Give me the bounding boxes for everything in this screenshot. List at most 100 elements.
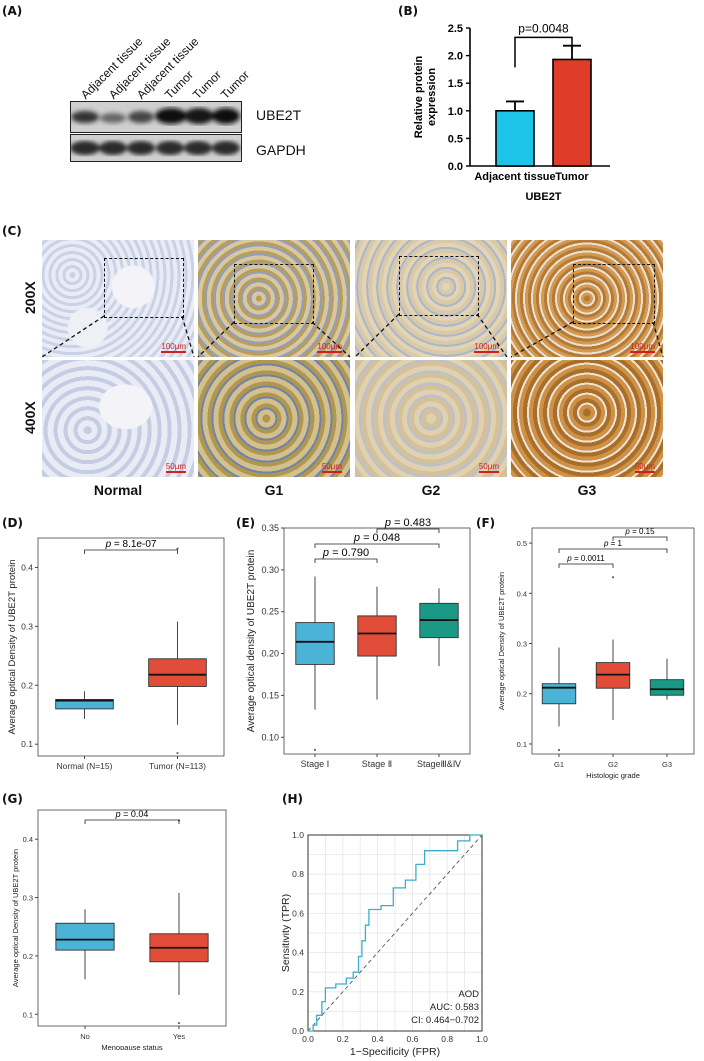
panel-label-f: (F) [476,516,496,530]
x-tick-label: StageⅢ&Ⅳ [417,759,462,769]
x-tick-label: 0.0 [302,1034,314,1044]
roc-curve [308,834,482,1032]
scale-bar: 100μm [161,342,186,353]
significance-bracket [514,36,573,68]
scale-bar: 50μm [634,462,656,473]
y-tick-label: 0.1 [23,1010,33,1019]
y-tick-label: 1.5 [448,78,463,90]
significance-bracket [314,558,378,563]
y-tick-label: 0.0 [448,161,463,173]
x-axis-title: 1−Specificity (FPR) [350,1046,440,1057]
significance-bracket [84,549,178,554]
y-tick-label: 0.6 [292,908,304,918]
y-tick-label: 0.2 [292,987,304,997]
outlier-point [611,576,615,579]
chart-d-box: 0.1 0.2 0.3 0.4 Normal (N=15) Tumor (N=113) p … [7,537,225,771]
ihc-g1-400x: 50μm [198,360,350,477]
zoom-lines [41,313,664,358]
p-value-label: p = 0.790 [322,547,369,559]
y-axis-title: Average optical density of UBE2T protein [246,550,257,733]
x-tick-label: Adjacent tissue [474,171,555,183]
p-value-label: p = 0.15 [624,527,655,536]
y-tick-label: 0.1 [21,739,33,749]
y-axis-title: Average optical Density of UBE2T protein [7,560,18,735]
y-tick-label: 0.5 [517,539,527,548]
col-label-normal: Normal [93,482,143,498]
outlier-point [176,751,179,755]
y-axis-title: Average optical Density of UBE2T protein [497,572,506,710]
y-tick-label: 0.30 [261,565,279,575]
box [55,698,114,710]
y-tick-label: 0.0 [292,1026,304,1036]
scale-bar: 100μm [474,342,499,353]
x-tick-label: Tumor [555,171,589,183]
x-tick-label: Yes [173,1032,185,1041]
scale-bar: 50μm [478,462,500,473]
y-tick-label: 0.10 [261,732,279,742]
col-label-g3: G3 [577,482,597,498]
x-tick-label: No [80,1032,90,1041]
outlier-point [176,547,179,550]
y-tick-label: 1.0 [448,106,463,118]
band-label-ube2t: UBE2T [256,107,302,123]
p-value-label: p = 0.04 [115,809,149,819]
p-value-label: p = 1 [603,539,623,548]
y-tick-label: 0.20 [261,649,279,659]
y-tick-label: 0.3 [23,894,33,903]
y-tick-label: 0.1 [517,740,527,749]
scale-bar: 50μm [321,462,343,473]
y-tick-label: 0.3 [517,640,527,649]
y-tick-label: 0.4 [23,835,33,844]
panel-label-b: (B) [398,4,419,18]
outlier-point [313,748,317,751]
y-tick-label: 2.0 [448,51,463,63]
p-value-label: p = 0.0011 [566,554,605,563]
box [357,615,397,657]
legend-text: CI: 0.464−0.702 [411,1015,479,1026]
significance-bracket [612,536,668,541]
outlier-point [177,1021,181,1025]
chart-f-box: 0.1 0.2 0.3 0.4 0.5 G1 G2 G3 p = 0.0011 p = 1p = … [497,527,695,780]
p-value-label: p = 0.483 [384,518,431,529]
significance-bracket [376,528,440,533]
lane-label: Tumor [218,67,253,102]
box [55,922,115,951]
scale-bar: 50μm [165,462,187,473]
x-tick-label: Tumor (N=113) [149,761,206,771]
y-axis-title-line1: Relative protein [413,55,425,138]
panel-label-d: (D) [2,516,23,530]
chart-g-box: 0.1 0.2 0.3 0.4 No Yes p = 0.04 Average optical… [11,809,227,1050]
chart-b-bar: 0.0 0.5 1.0 1.5 2.0 2.5 Adjacent tissue Tumor p=… [413,21,610,203]
ihc-g1-200x: 100μm [198,240,350,357]
significance-bracket [558,563,614,568]
blot-ube2t [70,101,242,133]
ube2t-bands [71,108,240,124]
plot-frame [37,537,225,757]
y-tick-label: 2.5 [448,23,463,35]
box [295,622,335,665]
y-tick-label: 0.2 [23,952,33,961]
y-tick-label: 0.4 [21,562,33,572]
gapdh-bands [71,141,240,155]
x-axis-title: UBE2T [525,191,561,203]
p-value-label: p=0.0048 [518,21,569,35]
x-tick-label: Normal (N=15) [57,761,113,771]
blot-gapdh [70,134,242,162]
plot-frame [307,834,483,1032]
box [148,658,207,687]
plot-frame [37,809,227,1027]
bar [495,110,535,167]
scale-bar: 100μm [317,342,342,353]
x-tick-label: Stage Ⅰ [301,759,330,769]
x-tick-label: G3 [662,760,672,769]
y-tick-label: 0.4 [292,948,304,958]
panel-label-c: (C) [2,224,22,238]
y-tick-label: 0.2 [517,690,527,699]
x-tick-label: 0.8 [441,1034,453,1044]
x-tick-label: G1 [554,760,564,769]
outlier-point [557,748,561,752]
y-tick-label: 0.5 [448,133,463,145]
scale-bar: 100μm [630,342,655,353]
chart-h-roc: 0.00.0 0.2 0.2 0.4 0.4 0.6 0.6 0.8 0.8 1.0 1.0 AOD A… [282,830,488,1057]
box [649,679,685,696]
